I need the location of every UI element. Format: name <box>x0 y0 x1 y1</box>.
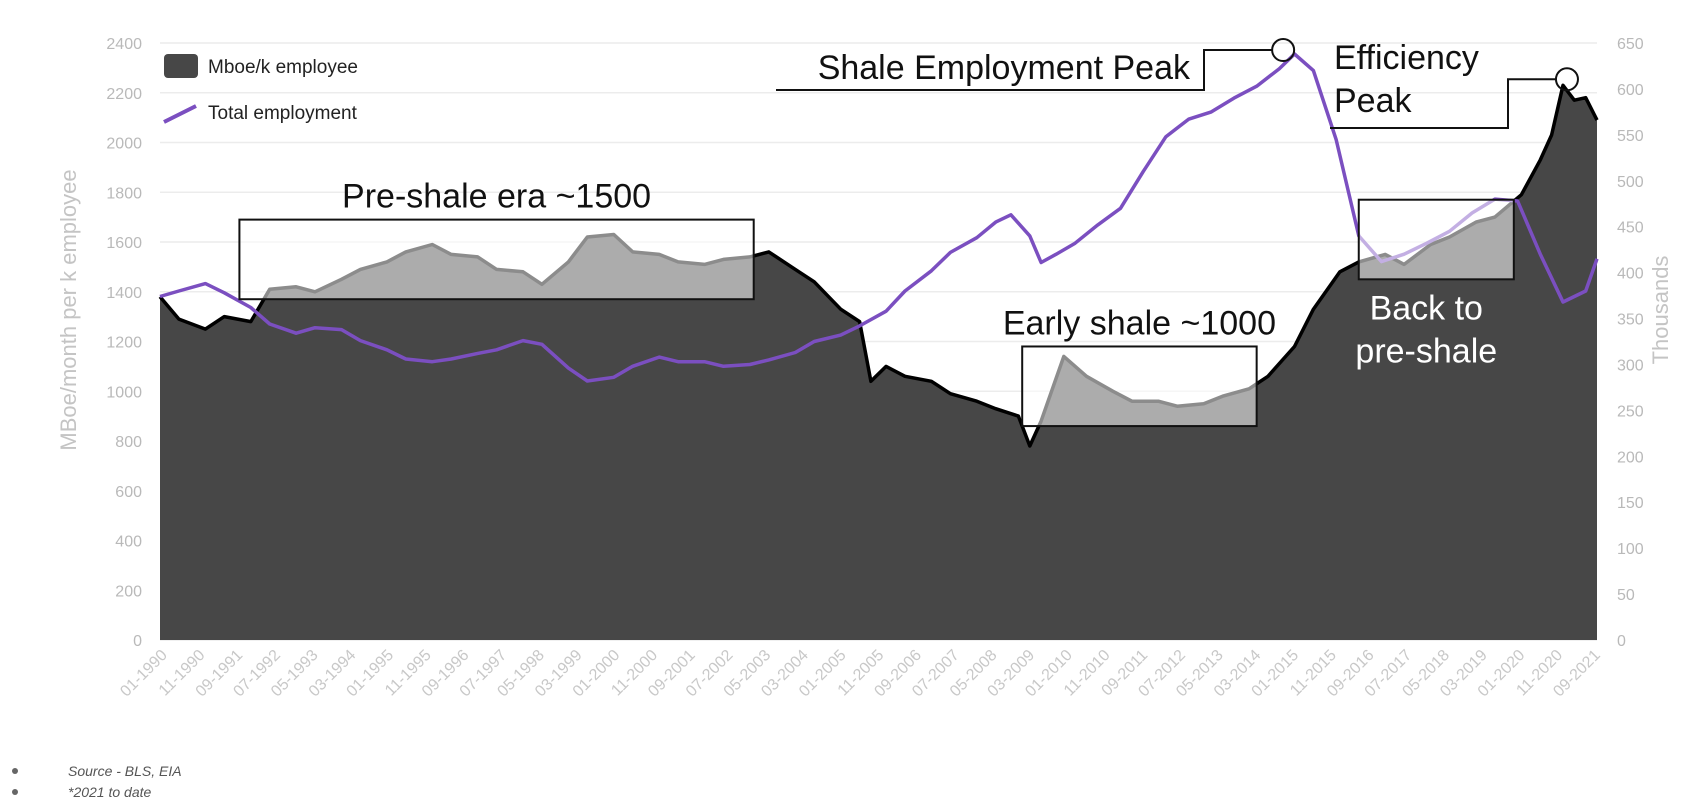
y2-tick-label: 200 <box>1617 449 1644 466</box>
y-tick-label: 1200 <box>106 335 142 352</box>
y2-tick-label: 300 <box>1617 357 1644 374</box>
footnote-source: Source - BLS, EIA <box>12 760 182 781</box>
peak-marker-efficiency <box>1556 68 1578 90</box>
y2-tick-label: 250 <box>1617 403 1644 420</box>
footnotes: Source - BLS, EIA *2021 to date <box>12 760 182 802</box>
annotation-efficiency-line2: Peak <box>1334 82 1412 120</box>
left-axis: 0 200 400 600 800 1000 1200 1400 1600 1800 2000 220… <box>106 36 142 650</box>
y-tick-label: 2400 <box>106 36 142 53</box>
y-tick-label: 1400 <box>106 285 142 302</box>
box-pre-shale <box>239 220 753 300</box>
annotation-early-shale: Early shale ~1000 <box>1003 304 1276 342</box>
y2-tick-label: 550 <box>1617 128 1644 145</box>
legend-label-area: Mboe/k employee <box>208 57 358 78</box>
y2-tick-label: 400 <box>1617 266 1644 283</box>
y-tick-label: 1800 <box>106 185 142 202</box>
y2-tick-label: 450 <box>1617 220 1644 237</box>
annotation-back-line2: pre-shale <box>1355 332 1497 370</box>
y-tick-label: 1600 <box>106 235 142 252</box>
y2-tick-label: 500 <box>1617 174 1644 191</box>
y2-tick-label: 150 <box>1617 495 1644 512</box>
annotation-pre-shale: Pre-shale era ~1500 <box>342 178 651 216</box>
y2-tick-label: 350 <box>1617 312 1644 329</box>
y-tick-label: 600 <box>115 484 142 501</box>
annotation-shale-peak: Shale Employment Peak <box>818 49 1191 87</box>
legend-label-line: Total employment <box>208 103 358 124</box>
y2-tick-label: 600 <box>1617 82 1644 99</box>
y-tick-label: 1000 <box>106 384 142 401</box>
y-tick-label: 400 <box>115 534 142 551</box>
legend: Mboe/k employee Total employment <box>164 54 358 124</box>
y2-tick-label: 50 <box>1617 587 1635 604</box>
x-axis: 01-199011-199009-199107-199205-199303-19… <box>117 647 1604 701</box>
y-tick-label: 2200 <box>106 86 142 103</box>
legend-area-swatch <box>164 54 198 78</box>
y-tick-label: 0 <box>133 633 142 650</box>
legend-line-swatch <box>164 106 196 122</box>
y2-axis-title: Thousands <box>1648 256 1673 365</box>
y2-tick-label: 100 <box>1617 541 1644 558</box>
box-early-shale <box>1022 346 1256 426</box>
box-back-to-pre-shale <box>1359 200 1514 280</box>
annotation-efficiency-line1: Efficiency <box>1334 39 1479 77</box>
footnote-note: *2021 to date <box>12 781 182 802</box>
annotation-back-line1: Back to <box>1370 289 1483 327</box>
y-axis-title: MBoe/month per k employee <box>56 169 81 450</box>
right-axis: 0 50 100 150 200 250 300 350 400 450 500 550 600 650 <box>1617 36 1644 650</box>
y-tick-label: 200 <box>115 583 142 600</box>
y-tick-label: 2000 <box>106 136 142 153</box>
y2-tick-label: 0 <box>1617 633 1626 650</box>
y2-tick-label: 650 <box>1617 36 1644 53</box>
y-tick-label: 800 <box>115 434 142 451</box>
